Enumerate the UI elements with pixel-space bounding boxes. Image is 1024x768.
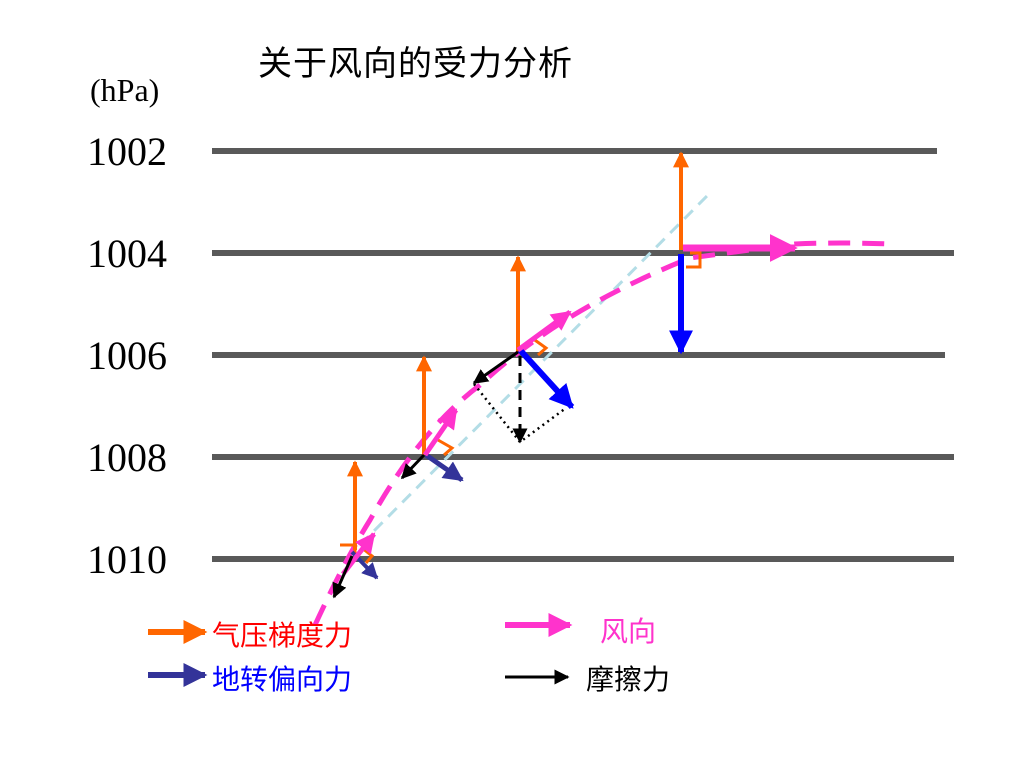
- right-angle-mark: [437, 438, 455, 457]
- right-angle-mark: [531, 336, 549, 357]
- wind-arrow-2: [422, 408, 459, 457]
- friction-arrow-2: [400, 453, 426, 480]
- parallelogram-dotted: [473, 383, 567, 444]
- tangent-line: [358, 193, 710, 547]
- wind-direction-arrows: [341, 234, 798, 576]
- friction-arrow-1: [332, 555, 354, 599]
- legend-coriolis-label: 地转偏向力: [212, 663, 353, 696]
- isobar-lines: [212, 148, 954, 562]
- wind-path-curve: [312, 240, 891, 627]
- coriolis-arrow-3: [517, 347, 575, 410]
- unit-label: (hPa): [90, 72, 160, 108]
- legend-pgf-label: 气压梯度力: [212, 619, 353, 652]
- isobar-label-1004: 1004: [87, 231, 167, 276]
- friction-arrow-3: [472, 350, 519, 385]
- isobar-label-1006: 1006: [87, 333, 167, 378]
- coriolis-arrows: [350, 254, 693, 580]
- diagram-title: 关于风向的受力分析: [258, 44, 573, 84]
- right-angle-mark: [686, 251, 702, 269]
- coriolis-arrow-2: [424, 452, 464, 483]
- pressure-gradient-arrows: [340, 151, 702, 564]
- legend-friction-label: 摩擦力: [586, 663, 671, 696]
- legend-wind-label: 风向: [600, 615, 657, 648]
- legend-symbols: [148, 613, 573, 687]
- wind-arrow-3: [516, 309, 572, 353]
- friction-arrows: [332, 350, 567, 599]
- isobar-label-1008: 1008: [87, 435, 167, 480]
- isobar-label-1002: 1002: [87, 129, 167, 174]
- isobar-label-1010: 1010: [87, 537, 167, 582]
